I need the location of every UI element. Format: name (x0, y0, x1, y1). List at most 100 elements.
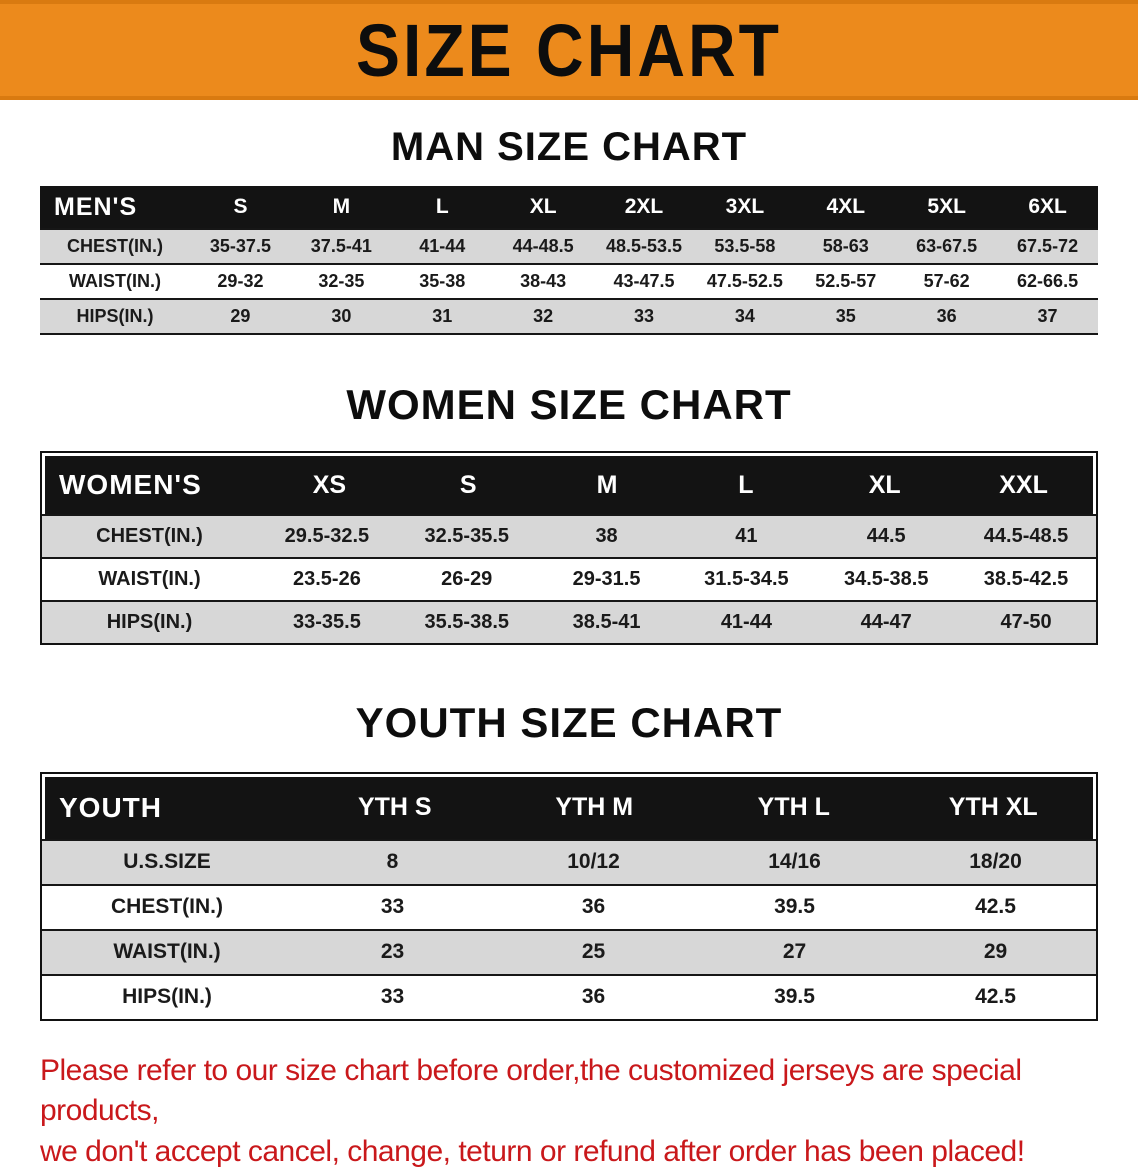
women-size-table: WOMEN'S XS S M L XL XXL CHEST(IN.) 29.5-32.5 32.5… (40, 451, 1098, 646)
table-title-cell: YOUTH (59, 791, 162, 823)
value-cell: 31 (432, 306, 453, 326)
men-size-table: MEN'S S M L XL 2XL 3XL 4XL 5XL 6XL CHEST(IN.) 35-37… (40, 186, 1098, 335)
value-cell: 52.5-57 (815, 271, 877, 291)
column-header-cell: 5XL (927, 195, 966, 218)
column-header-cell: L (435, 195, 449, 218)
column-header-cell: XXL (999, 470, 1048, 499)
value-cell: 35 (835, 306, 856, 326)
column-header-cell: XL (529, 195, 557, 218)
table-row: CHEST(IN.) 29.5-32.5 32.5-35.5 38 41 44.5 44.5… (42, 514, 1096, 558)
value-cell: 37 (1037, 306, 1058, 326)
women-section-heading: WOMEN SIZE CHART (346, 381, 792, 428)
table-title-cell: WOMEN'S (59, 469, 202, 501)
column-header-cell: M (596, 470, 618, 499)
value-cell: 39.5 (774, 895, 815, 919)
row-label-cell: WAIST(IN.) (69, 271, 161, 291)
row-label-cell: U.S.SIZE (123, 850, 211, 874)
table-row: HIPS(IN.) 33-35.5 35.5-38.5 38.5-41 41-44 44-… (42, 600, 1096, 644)
table-row: U.S.SIZE 8 10/12 14/16 18/20 (42, 838, 1096, 884)
table-row: CHEST(IN.) 35-37.5 37.5-41 41-44 44-48.5 48.5… (40, 228, 1098, 263)
value-cell: 53.5-58 (714, 236, 776, 256)
table-header-row: YOUTH YTH S YTH M YTH L YTH XL (45, 776, 1093, 839)
women-section: WOMEN SIZE CHART WOMEN'S XS S M L XL XXL CHEST(… (0, 381, 1138, 646)
value-cell: 38 (595, 525, 618, 548)
value-cell: 27 (782, 940, 807, 964)
value-cell: 43-47.5 (613, 271, 675, 291)
value-cell: 47-50 (1000, 611, 1052, 634)
value-cell: 33 (380, 985, 405, 1009)
value-cell: 23 (380, 940, 405, 964)
disclaimer: Please refer to our size chart before or… (40, 1051, 1138, 1172)
men-section-heading: MAN SIZE CHART (390, 125, 748, 169)
value-cell: 37.5-41 (310, 236, 372, 256)
value-cell: 44.5 (866, 525, 906, 548)
value-cell: 33 (633, 306, 655, 326)
table-header-row: MEN'S S M L XL 2XL 3XL 4XL 5XL 6XL (40, 186, 1098, 228)
banner: SIZE CHART (0, 0, 1138, 100)
value-cell: 41 (735, 525, 758, 548)
row-label-cell: HIPS(IN.) (76, 306, 154, 326)
value-cell: 47.5-52.5 (706, 271, 783, 291)
value-cell: 29-32 (217, 271, 264, 291)
column-header-cell: YTH XL (948, 793, 1038, 822)
value-cell: 39.5 (774, 985, 815, 1009)
youth-section: YOUTH SIZE CHART YOUTH YTH S YTH M YTH L YTH… (0, 699, 1138, 1021)
value-cell: 32.5-35.5 (424, 525, 509, 548)
column-header-cell: S (459, 470, 477, 499)
value-cell: 31.5-34.5 (704, 568, 789, 591)
column-header-cell: YTH M (555, 793, 634, 822)
column-header-cell: 2XL (624, 195, 664, 218)
value-cell: 36 (581, 985, 606, 1009)
value-cell: 35-38 (419, 271, 466, 291)
value-cell: 29-31.5 (572, 568, 641, 591)
row-label-cell: HIPS(IN.) (122, 985, 212, 1009)
table-row: WAIST(IN.) 23 25 27 29 (42, 928, 1096, 974)
value-cell: 25 (581, 940, 606, 964)
value-cell: 67.5-72 (1017, 236, 1079, 256)
column-header-cell: L (738, 470, 754, 499)
table-row: WAIST(IN.) 29-32 32-35 35-38 38-43 43-47.5 47.… (40, 263, 1098, 298)
value-cell: 62-66.5 (1017, 271, 1079, 291)
column-header-cell: S (233, 195, 248, 218)
row-label-cell: WAIST(IN.) (113, 940, 221, 964)
value-cell: 41-44 (720, 611, 772, 634)
value-cell: 42.5 (975, 985, 1016, 1009)
value-cell: 44-48.5 (512, 236, 574, 256)
value-cell: 10/12 (567, 850, 620, 874)
value-cell: 34.5-38.5 (843, 568, 929, 591)
value-cell: 63-67.5 (916, 236, 978, 256)
table-row: HIPS(IN.) 29 30 31 32 33 34 35 36 37 (40, 298, 1098, 333)
value-cell: 44.5-48.5 (983, 525, 1069, 548)
value-cell: 29 (230, 306, 251, 326)
table-row: CHEST(IN.) 33 36 39.5 42.5 (42, 883, 1096, 929)
value-cell: 18/20 (969, 850, 1022, 874)
page-title: SIZE CHART (356, 8, 782, 92)
value-cell: 42.5 (975, 895, 1016, 919)
value-cell: 32-35 (318, 271, 365, 291)
men-section: MAN SIZE CHART MEN'S S M L XL 2XL 3XL 4XL 5XL 6XL… (0, 124, 1138, 335)
column-header-cell: 6XL (1028, 195, 1067, 218)
row-label-cell: CHEST(IN.) (67, 236, 163, 256)
table-row: HIPS(IN.) 33 36 39.5 42.5 (42, 973, 1096, 1019)
value-cell: 36 (581, 895, 606, 919)
disclaimer-line-2: we don't accept cancel, change, teturn o… (40, 1134, 1025, 1168)
disclaimer-line-1: Please refer to our size chart before or… (40, 1053, 1022, 1128)
value-cell: 8 (386, 850, 399, 874)
table-title-cell: MEN'S (54, 192, 138, 221)
value-cell: 41-44 (419, 236, 466, 256)
youth-section-heading: YOUTH SIZE CHART (355, 699, 783, 747)
value-cell: 48.5-53.5 (605, 236, 683, 256)
value-cell: 35-37.5 (209, 236, 271, 256)
value-cell: 38.5-42.5 (983, 568, 1069, 591)
row-label-cell: WAIST(IN.) (98, 568, 201, 591)
column-header-cell: 3XL (725, 195, 765, 218)
value-cell: 29 (983, 940, 1008, 964)
value-cell: 14/16 (768, 850, 821, 874)
value-cell: 36 (936, 306, 957, 326)
column-header-cell: YTH L (757, 793, 830, 822)
value-cell: 34 (734, 306, 755, 326)
column-header-cell: M (332, 195, 351, 218)
value-cell: 57-62 (923, 271, 970, 291)
value-cell: 38.5-41 (572, 611, 641, 634)
